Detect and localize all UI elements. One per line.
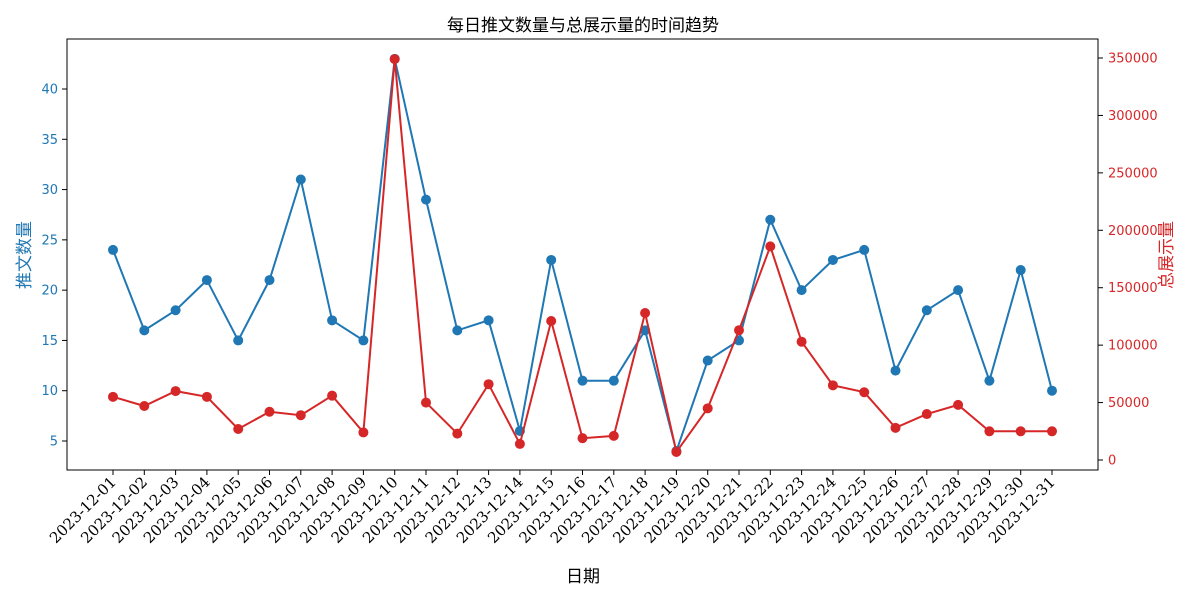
- right-tick-label: 300000: [1108, 109, 1158, 124]
- data-point: [201, 391, 212, 402]
- data-point: [984, 426, 995, 437]
- data-point: [608, 430, 619, 441]
- data-point: [827, 254, 838, 265]
- data-point: [890, 365, 901, 376]
- data-point: [1015, 265, 1026, 276]
- left-y-axis-ticks: 5 10 15 20 25 30 35 40: [41, 83, 67, 450]
- data-point: [295, 174, 306, 185]
- data-point: [421, 194, 431, 205]
- series-impressions: [108, 54, 1057, 457]
- data-point: [327, 315, 338, 326]
- plot-area: [108, 53, 1057, 457]
- left-tick-label: 10: [41, 384, 58, 399]
- data-point: [1047, 426, 1057, 437]
- data-point: [953, 285, 964, 296]
- data-point: [170, 305, 181, 316]
- left-tick-label: 5: [50, 435, 58, 450]
- series-tweet-count: [108, 53, 1057, 457]
- data-point: [327, 390, 338, 401]
- right-tick-label: 150000: [1108, 281, 1158, 296]
- data-point: [921, 409, 932, 420]
- left-y-axis-label: 推文数量: [15, 221, 35, 289]
- data-point: [264, 406, 275, 417]
- data-point: [859, 387, 870, 398]
- data-point: [108, 244, 118, 255]
- data-point: [483, 379, 494, 390]
- right-tick-label: 100000: [1108, 339, 1158, 354]
- right-tick-label: 250000: [1108, 166, 1158, 181]
- data-point: [765, 241, 776, 252]
- left-tick-label: 25: [41, 233, 58, 248]
- data-point: [702, 403, 713, 414]
- right-y-axis-ticks: 0 50000 100000 150000 200000 250000 300000 3500…: [1098, 52, 1158, 469]
- left-tick-label: 40: [41, 83, 58, 98]
- left-tick-label: 20: [41, 284, 58, 299]
- data-point: [890, 422, 901, 433]
- right-tick-label: 0: [1108, 454, 1116, 469]
- data-point: [1015, 426, 1026, 437]
- data-point: [201, 275, 212, 286]
- data-point: [546, 316, 557, 327]
- data-point: [921, 305, 932, 316]
- data-point: [1047, 385, 1057, 396]
- data-point: [358, 335, 369, 346]
- left-tick-label: 15: [41, 334, 58, 349]
- data-point: [170, 386, 181, 397]
- data-point: [796, 285, 807, 296]
- axes-frame: [66, 38, 1099, 471]
- right-tick-label: 200000: [1108, 224, 1158, 239]
- left-tick-label: 35: [41, 133, 58, 148]
- data-point: [671, 446, 682, 457]
- data-point: [483, 315, 494, 326]
- data-point: [452, 428, 463, 439]
- x-axis-ticks: 2023-12-012023-12-022023-12-032023-12-04…: [46, 470, 1059, 547]
- data-point: [577, 433, 588, 444]
- data-point: [264, 275, 275, 286]
- data-point: [734, 325, 744, 336]
- data-point: [233, 335, 244, 346]
- left-tick-label: 30: [41, 183, 58, 198]
- data-point: [358, 427, 369, 438]
- data-point: [139, 401, 150, 412]
- data-point: [796, 336, 807, 347]
- data-point: [546, 254, 557, 265]
- data-point: [859, 244, 870, 255]
- data-point: [953, 399, 964, 410]
- data-point: [514, 438, 525, 449]
- data-point: [765, 214, 776, 225]
- data-point: [421, 397, 431, 408]
- data-point: [108, 391, 118, 402]
- data-point: [452, 325, 463, 336]
- data-point: [984, 375, 995, 386]
- data-point: [702, 355, 713, 366]
- data-point: [389, 54, 400, 65]
- data-point: [295, 410, 306, 421]
- data-point: [640, 307, 651, 318]
- data-point: [577, 375, 588, 386]
- data-point: [608, 375, 619, 386]
- data-point: [827, 380, 838, 391]
- right-tick-label: 350000: [1108, 52, 1158, 67]
- x-axis-label: 日期: [566, 567, 600, 587]
- data-point: [139, 325, 150, 336]
- right-tick-label: 50000: [1108, 396, 1149, 411]
- data-point: [233, 423, 244, 434]
- right-y-axis-label: 总展示量: [1157, 221, 1177, 289]
- chart-title: 每日推文数量与总展示量的时间趋势: [447, 16, 719, 36]
